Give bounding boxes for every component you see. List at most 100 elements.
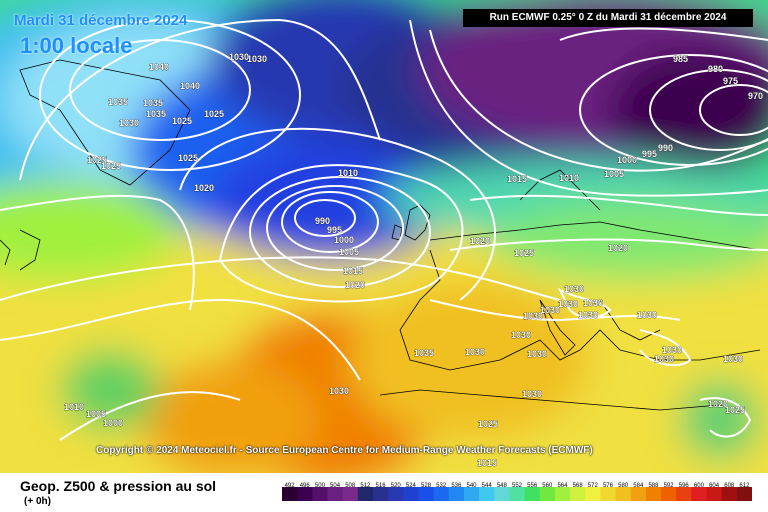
scale-label: 588 — [648, 483, 659, 489]
isobar-label: 1005 — [86, 409, 106, 419]
isobar-label: 1030 — [578, 310, 598, 320]
scale-swatch — [494, 487, 510, 501]
isobar-label: 1030 — [540, 305, 560, 315]
scale-label: 556 — [527, 483, 538, 489]
scale-label: 496 — [300, 483, 311, 489]
isobar-label: 970 — [748, 91, 763, 101]
scale-swatch — [524, 487, 541, 501]
isobar-label: 1025 — [178, 153, 198, 163]
scale-swatch — [585, 487, 601, 501]
scale-label: 580 — [618, 483, 629, 489]
scale-swatch — [282, 487, 298, 501]
scale-swatch — [448, 487, 465, 501]
isobar-label: 1025 — [725, 405, 745, 415]
scale-label: 512 — [360, 483, 371, 489]
isobar-label: 1015 — [477, 458, 497, 468]
isobar-label: 1010 — [338, 168, 358, 178]
isobar-label: 1015 — [507, 174, 527, 184]
scale-label: 584 — [633, 483, 644, 489]
scale-label: 568 — [573, 483, 584, 489]
copyright-notice: Copyright © 2024 Meteociel.fr - Source E… — [96, 445, 593, 456]
scale-label: 536 — [451, 483, 462, 489]
scale-label: 492 — [285, 483, 296, 489]
isobar-label: 1005 — [604, 169, 624, 179]
scale-label: 600 — [694, 483, 705, 489]
scale-swatch — [615, 487, 632, 501]
legend-footer: Geop. Z500 & pression au sol (+ 0h) 492 4… — [0, 473, 768, 512]
isobar-label: 1030 — [247, 54, 267, 64]
color-scale-labels: 492 496 500 504 508 512 516 520 524 528 532 536 540 5… — [285, 483, 751, 489]
scale-swatch — [554, 487, 571, 501]
isobar-label: 1020 — [708, 399, 728, 409]
isobar-label: 1030 — [465, 347, 485, 357]
isobar-label: 975 — [723, 76, 738, 86]
isobar-label: 1000 — [617, 155, 637, 165]
scale-swatch — [645, 487, 662, 501]
scale-label: 516 — [376, 483, 387, 489]
isobar-label: 1030 — [523, 311, 543, 321]
color-scale — [282, 487, 752, 501]
scale-label: 572 — [588, 483, 599, 489]
scale-label: 552 — [512, 483, 523, 489]
scale-label: 528 — [421, 483, 432, 489]
isobar-label: 1030 — [329, 386, 349, 396]
scale-label: 500 — [315, 483, 326, 489]
isobar-label: 1010 — [64, 402, 84, 412]
scale-label: 604 — [709, 483, 720, 489]
map-svg: 1030 1040 1035 1040 1030 1035 1035 1025 … — [0, 0, 768, 473]
scale-swatch — [721, 487, 738, 501]
forecast-step: (+ 0h) — [24, 496, 51, 507]
isobar-label: 995 — [327, 225, 342, 235]
local-time: 1:00 locale — [20, 33, 133, 58]
scale-swatch — [661, 487, 677, 501]
isobar-label: 1025 — [101, 161, 121, 171]
scale-swatch — [403, 487, 419, 501]
scale-label: 560 — [542, 483, 553, 489]
scale-label: 576 — [603, 483, 614, 489]
isobar-label: 980 — [708, 64, 723, 74]
scale-swatch — [509, 487, 526, 501]
scale-swatch — [342, 487, 359, 501]
isobar-label: 990 — [658, 143, 673, 153]
isobar-label: 1035 — [146, 109, 166, 119]
scale-label: 548 — [497, 483, 508, 489]
isobar-label: 1030 — [637, 310, 657, 320]
isobar-label: 1030 — [723, 354, 743, 364]
isobar-label: 1020 — [194, 183, 214, 193]
scale-swatch — [297, 487, 313, 501]
isobar-label: 1030 — [654, 354, 674, 364]
isobar-label: 1005 — [339, 247, 359, 257]
isobars — [0, 18, 768, 441]
isobar-label: 995 — [642, 149, 657, 159]
scale-swatch — [388, 487, 404, 501]
isobar-label: 1020 — [608, 243, 628, 253]
isobar-label: 1030 — [119, 118, 139, 128]
isobar-label: 1035 — [143, 98, 163, 108]
scale-swatch — [630, 487, 647, 501]
isobar-label: 1040 — [180, 81, 200, 91]
isobar-label: 1025 — [87, 155, 107, 165]
scale-label: 532 — [436, 483, 447, 489]
scale-swatch — [357, 487, 374, 501]
scale-swatch — [691, 487, 708, 501]
isobar-label: 990 — [315, 216, 330, 226]
run-info-box: Run ECMWF 0.25° 0 Z du Mardi 31 décembre… — [463, 9, 753, 27]
isobar-label: 1030 — [662, 345, 682, 355]
isobar-labels: 1030 1040 1035 1040 1030 1035 1035 1025 … — [64, 52, 764, 469]
isobar-label: 985 — [673, 54, 688, 64]
isobar-label: 1020 — [470, 236, 490, 246]
isobar-label: 1030 — [527, 349, 547, 359]
scale-swatch — [312, 487, 328, 501]
scale-label: 524 — [406, 483, 417, 489]
isobar-label: 1000 — [334, 235, 354, 245]
isobar-label: 1030 — [229, 52, 249, 62]
scale-label: 596 — [679, 483, 690, 489]
scale-swatch — [570, 487, 586, 501]
scale-label: 592 — [664, 483, 675, 489]
scale-swatch — [479, 487, 495, 501]
scale-label: 504 — [330, 483, 341, 489]
scale-swatch — [433, 487, 450, 501]
isobar-label: 1025 — [514, 248, 534, 258]
scale-swatch — [539, 487, 556, 501]
isobar-label: 1025 — [172, 116, 192, 126]
